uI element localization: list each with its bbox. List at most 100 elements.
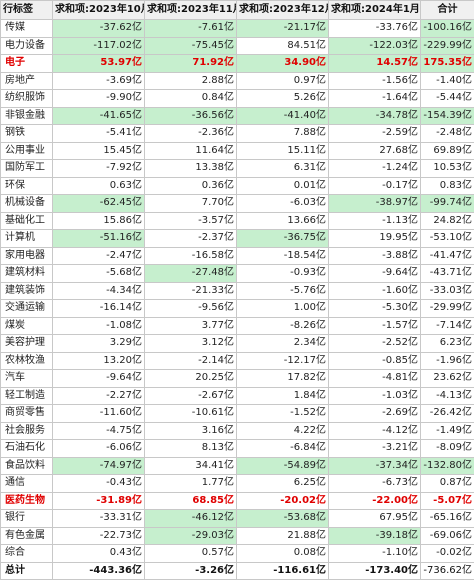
value-cell[interactable]: 13.66亿 <box>237 212 329 230</box>
industry-cell[interactable]: 通信 <box>1 475 53 493</box>
value-cell[interactable]: -75.45亿 <box>145 37 237 55</box>
value-cell[interactable]: -5.76亿 <box>237 282 329 300</box>
value-cell[interactable]: -0.93亿 <box>237 265 329 283</box>
value-cell[interactable]: -9.64亿 <box>53 370 145 388</box>
value-cell[interactable]: 6.31亿 <box>237 160 329 178</box>
value-cell[interactable]: -1.40亿 <box>421 72 474 90</box>
value-cell[interactable]: -7.92亿 <box>53 160 145 178</box>
industry-cell[interactable]: 国防军工 <box>1 160 53 178</box>
industry-cell[interactable]: 美容护理 <box>1 335 53 353</box>
value-cell[interactable]: -0.02亿 <box>421 545 474 563</box>
value-cell[interactable]: -33.76亿 <box>329 20 421 38</box>
value-cell[interactable]: -4.13亿 <box>421 387 474 405</box>
value-cell[interactable]: -21.33亿 <box>145 282 237 300</box>
industry-cell[interactable]: 石油石化 <box>1 440 53 458</box>
value-cell[interactable]: -5.68亿 <box>53 265 145 283</box>
value-cell[interactable]: -0.43亿 <box>53 475 145 493</box>
value-cell[interactable]: -8.09亿 <box>421 440 474 458</box>
value-cell[interactable]: 7.88亿 <box>237 125 329 143</box>
value-cell[interactable]: 0.36亿 <box>145 177 237 195</box>
value-cell[interactable]: -1.96亿 <box>421 352 474 370</box>
value-cell[interactable]: 0.08亿 <box>237 545 329 563</box>
value-cell[interactable]: -27.48亿 <box>145 265 237 283</box>
value-cell[interactable]: -4.34亿 <box>53 282 145 300</box>
value-cell[interactable]: -37.62亿 <box>53 20 145 38</box>
industry-cell[interactable]: 汽车 <box>1 370 53 388</box>
value-cell[interactable]: 1.84亿 <box>237 387 329 405</box>
value-cell[interactable]: -62.45亿 <box>53 195 145 213</box>
value-cell[interactable]: -2.67亿 <box>145 387 237 405</box>
industry-cell[interactable]: 传媒 <box>1 20 53 38</box>
value-cell[interactable]: -21.17亿 <box>237 20 329 38</box>
value-cell[interactable]: -6.03亿 <box>237 195 329 213</box>
value-cell[interactable]: -31.89亿 <box>53 492 145 510</box>
value-cell[interactable]: 27.68亿 <box>329 142 421 160</box>
value-cell[interactable]: 0.57亿 <box>145 545 237 563</box>
value-cell[interactable]: 2.88亿 <box>145 72 237 90</box>
value-cell[interactable]: -41.47亿 <box>421 247 474 265</box>
value-cell[interactable]: -100.16亿 <box>421 20 474 38</box>
value-cell[interactable]: -122.03亿 <box>329 37 421 55</box>
value-cell[interactable]: -16.58亿 <box>145 247 237 265</box>
value-cell[interactable]: -4.12亿 <box>329 422 421 440</box>
value-cell[interactable]: -54.89亿 <box>237 457 329 475</box>
value-cell[interactable]: -46.12亿 <box>145 510 237 528</box>
value-cell[interactable]: 23.62亿 <box>421 370 474 388</box>
value-cell[interactable]: -26.42亿 <box>421 405 474 423</box>
industry-cell[interactable]: 有色金属 <box>1 527 53 545</box>
value-cell[interactable]: 175.35亿 <box>421 55 474 73</box>
header-row-label[interactable]: 行标签 <box>1 1 53 20</box>
value-cell[interactable]: -5.07亿 <box>421 492 474 510</box>
value-cell[interactable]: 1.00亿 <box>237 300 329 318</box>
value-cell[interactable]: -8.26亿 <box>237 317 329 335</box>
value-cell[interactable]: -4.75亿 <box>53 422 145 440</box>
value-cell[interactable]: -53.10亿 <box>421 230 474 248</box>
industry-cell[interactable]: 非银金融 <box>1 107 53 125</box>
value-cell[interactable]: 1.77亿 <box>145 475 237 493</box>
total-label-cell[interactable]: 总计 <box>1 562 53 580</box>
value-cell[interactable]: -1.57亿 <box>329 317 421 335</box>
header-2023-10[interactable]: 求和项:2023年10月 <box>53 1 145 20</box>
value-cell[interactable]: -36.75亿 <box>237 230 329 248</box>
value-cell[interactable]: -5.44亿 <box>421 90 474 108</box>
value-cell[interactable]: -34.78亿 <box>329 107 421 125</box>
value-cell[interactable]: 13.20亿 <box>53 352 145 370</box>
industry-cell[interactable]: 农林牧渔 <box>1 352 53 370</box>
header-total[interactable]: 合计 <box>421 1 474 20</box>
value-cell[interactable]: -43.71亿 <box>421 265 474 283</box>
value-cell[interactable]: -41.65亿 <box>53 107 145 125</box>
value-cell[interactable]: -132.80亿 <box>421 457 474 475</box>
value-cell[interactable]: 68.85亿 <box>145 492 237 510</box>
value-cell[interactable]: 34.41亿 <box>145 457 237 475</box>
value-cell[interactable]: -69.06亿 <box>421 527 474 545</box>
value-cell[interactable]: -3.88亿 <box>329 247 421 265</box>
value-cell[interactable]: -65.16亿 <box>421 510 474 528</box>
value-cell[interactable]: 15.86亿 <box>53 212 145 230</box>
value-cell[interactable]: -2.27亿 <box>53 387 145 405</box>
value-cell[interactable]: 53.97亿 <box>53 55 145 73</box>
value-cell[interactable]: -229.99亿 <box>421 37 474 55</box>
industry-cell[interactable]: 公用事业 <box>1 142 53 160</box>
value-cell[interactable]: -33.03亿 <box>421 282 474 300</box>
industry-cell[interactable]: 社会服务 <box>1 422 53 440</box>
value-cell[interactable]: -22.00亿 <box>329 492 421 510</box>
industry-cell[interactable]: 电力设备 <box>1 37 53 55</box>
industry-cell[interactable]: 电子 <box>1 55 53 73</box>
header-2023-12[interactable]: 求和项:2023年12月 <box>237 1 329 20</box>
value-cell[interactable]: -154.39亿 <box>421 107 474 125</box>
value-cell[interactable]: -5.30亿 <box>329 300 421 318</box>
value-cell[interactable]: -0.85亿 <box>329 352 421 370</box>
value-cell[interactable]: -1.13亿 <box>329 212 421 230</box>
value-cell[interactable]: 71.92亿 <box>145 55 237 73</box>
value-cell[interactable]: -6.84亿 <box>237 440 329 458</box>
industry-cell[interactable]: 钢铁 <box>1 125 53 143</box>
value-cell[interactable]: 3.12亿 <box>145 335 237 353</box>
industry-cell[interactable]: 计算机 <box>1 230 53 248</box>
value-cell[interactable]: -1.08亿 <box>53 317 145 335</box>
header-2023-11[interactable]: 求和项:2023年11月 <box>145 1 237 20</box>
value-cell[interactable]: 19.95亿 <box>329 230 421 248</box>
value-cell[interactable]: 4.22亿 <box>237 422 329 440</box>
value-cell[interactable]: 0.84亿 <box>145 90 237 108</box>
value-cell[interactable]: -18.54亿 <box>237 247 329 265</box>
value-cell[interactable]: -3.57亿 <box>145 212 237 230</box>
